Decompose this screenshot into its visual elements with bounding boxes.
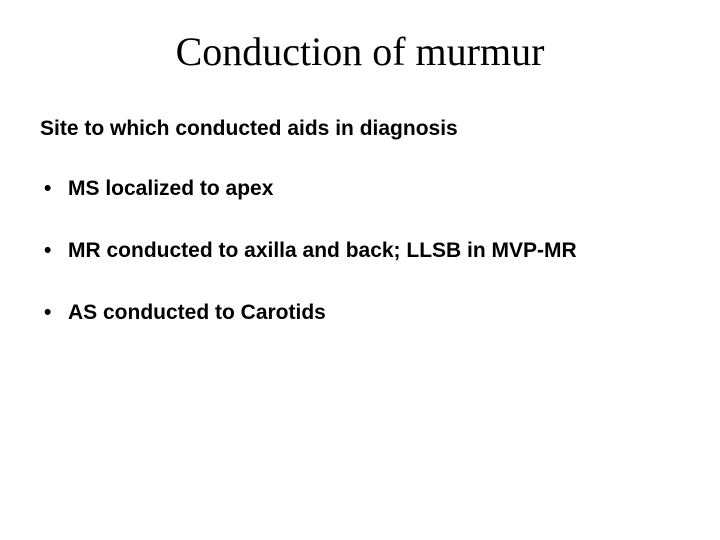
slide-subtitle: Site to which conducted aids in diagnosi…: [40, 117, 680, 141]
bullet-icon: •: [40, 177, 68, 201]
bullet-icon: •: [40, 239, 68, 263]
list-item: • AS conducted to Carotids: [40, 301, 680, 325]
slide: Conduction of murmur Site to which condu…: [0, 0, 720, 540]
bullet-list: • MS localized to apex • MR conducted to…: [40, 177, 680, 325]
bullet-text: MS localized to apex: [68, 177, 680, 201]
list-item: • MR conducted to axilla and back; LLSB …: [40, 239, 680, 263]
bullet-text: MR conducted to axilla and back; LLSB in…: [68, 239, 680, 263]
bullet-icon: •: [40, 301, 68, 325]
list-item: • MS localized to apex: [40, 177, 680, 201]
bullet-text: AS conducted to Carotids: [68, 301, 680, 325]
slide-title: Conduction of murmur: [40, 28, 680, 75]
